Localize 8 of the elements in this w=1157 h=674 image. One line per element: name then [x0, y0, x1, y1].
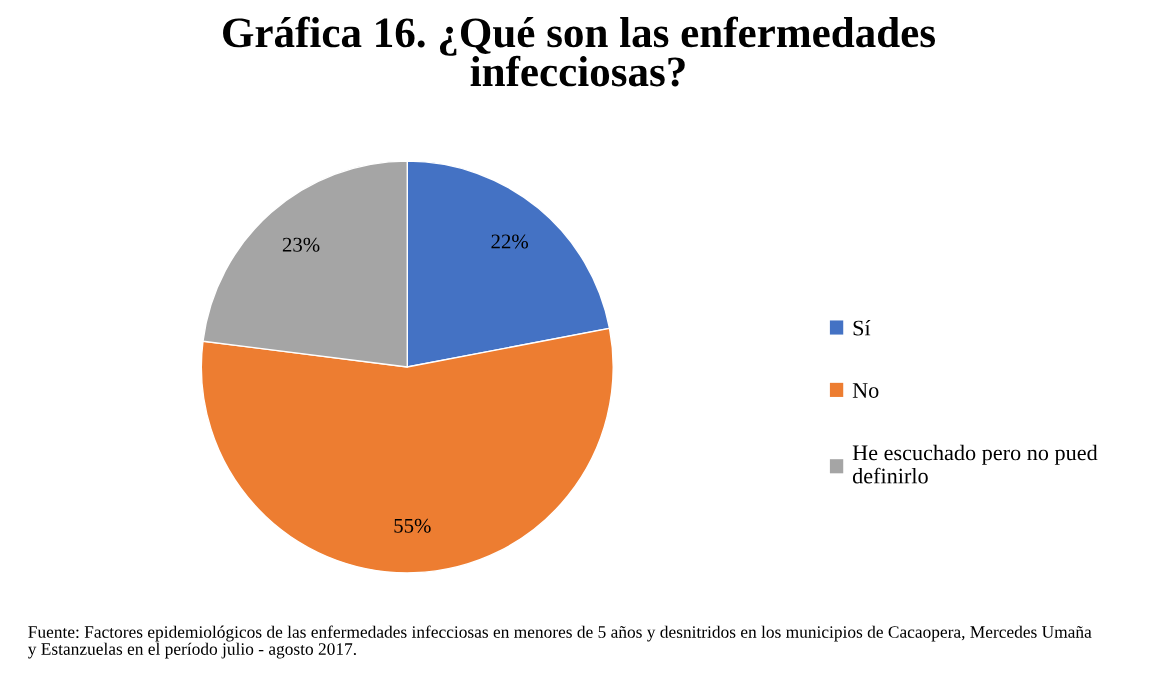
legend-label: Sí: [853, 319, 871, 336]
legend-label: He escuchado pero no pued definirlo: [852, 444, 1098, 484]
legend-label: No: [852, 383, 879, 398]
data-label: 23%: [282, 237, 320, 252]
data-label: 55%: [394, 518, 431, 533]
source-note: Fuente: Factores epidemiológicos de las enfermedades infecciosas en menores de 5 años y desnitridos en los municipios de Cacaopera, Mercedes Umaña y Estanzuelas en el período julio - agosto 2017.: [27, 625, 1092, 659]
chart-title: Gráfica 16. ¿Qué son las enfermedades infecciosas?: [223, 16, 936, 87]
data-label: 22%: [491, 234, 529, 249]
